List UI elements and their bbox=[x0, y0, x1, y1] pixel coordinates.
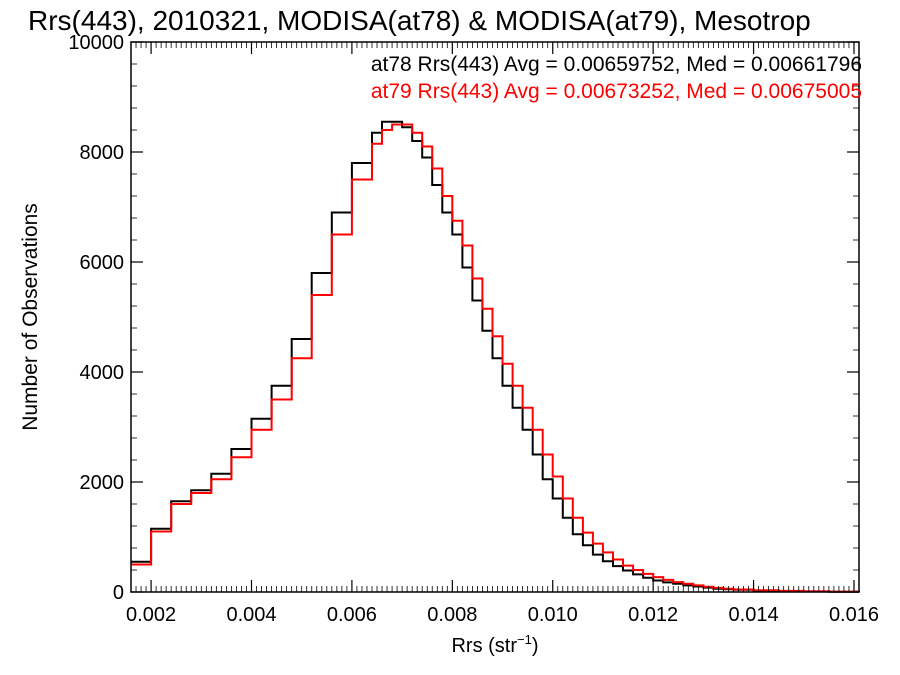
x-axis-label: Rrs (str−1) bbox=[451, 632, 538, 657]
plot-frame bbox=[130, 41, 860, 593]
chart-title: Rrs(443), 2010321, MODISA(at78) & MODISA… bbox=[28, 5, 811, 36]
y-tick-label: 2000 bbox=[80, 472, 125, 494]
y-axis-label: Number of Observations bbox=[19, 203, 42, 431]
x-axis-label-close: ) bbox=[532, 635, 539, 657]
x-tick-label: 0.014 bbox=[729, 604, 779, 626]
x-tick-label: 0.010 bbox=[528, 604, 578, 626]
y-tick-label: 4000 bbox=[80, 362, 125, 384]
x-axis-label-sup: −1 bbox=[517, 632, 532, 647]
annotations-layer: at78 Rrs(443) Avg = 0.00659752, Med = 0.… bbox=[371, 53, 862, 103]
x-tick-label: 0.008 bbox=[427, 604, 477, 626]
histogram-series-2 bbox=[131, 123, 860, 593]
stats-annotation-1: at78 Rrs(443) Avg = 0.00659752, Med = 0.… bbox=[371, 53, 862, 76]
x-tick-label: 0.006 bbox=[327, 604, 377, 626]
y-tick-label: 10000 bbox=[68, 32, 124, 54]
x-tick-label: 0.016 bbox=[829, 604, 879, 626]
y-tick-label: 6000 bbox=[80, 252, 125, 274]
x-tick-label: 0.012 bbox=[628, 604, 678, 626]
x-tick-label: 0.002 bbox=[126, 604, 176, 626]
plot-area: 0.002 0.004 0.006 0.008 0.010 0.012 0.014 0.016… bbox=[68, 32, 879, 626]
ticks-layer: 0.002 0.004 0.006 0.008 0.010 0.012 0.014 0.016… bbox=[68, 32, 879, 626]
x-tick-label: 0.004 bbox=[226, 604, 276, 626]
y-tick-label: 0 bbox=[113, 582, 124, 604]
x-axis-label-main: Rrs (str bbox=[451, 635, 517, 657]
series-layer bbox=[131, 120, 860, 593]
y-tick-label: 8000 bbox=[80, 142, 125, 164]
histogram-series-1 bbox=[131, 120, 860, 593]
stats-annotation-2: at79 Rrs(443) Avg = 0.00673252, Med = 0.… bbox=[371, 80, 862, 103]
